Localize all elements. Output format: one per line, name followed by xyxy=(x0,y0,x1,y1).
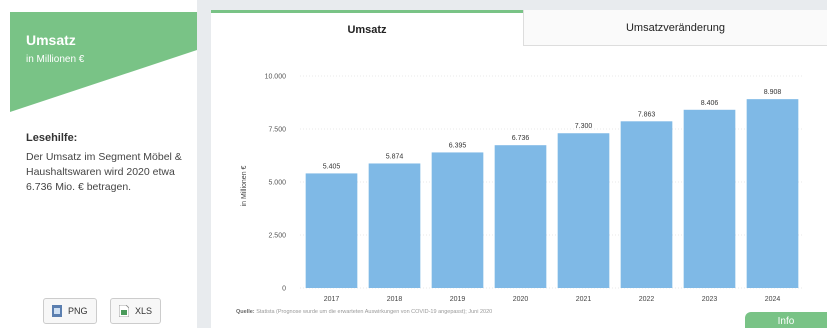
x-tick-label: 2021 xyxy=(576,296,592,303)
y-tick-label: 5.000 xyxy=(268,180,286,187)
xls-file-icon xyxy=(119,305,129,317)
y-tick-label: 0 xyxy=(282,286,286,293)
bar-value-label: 7.300 xyxy=(575,123,593,130)
bar[interactable] xyxy=(431,152,484,288)
download-xls-button[interactable]: XLS xyxy=(110,298,162,324)
x-tick-label: 2017 xyxy=(324,296,340,303)
x-tick-label: 2022 xyxy=(639,296,655,303)
source-note: Quelle: Statista (Prognose wurde um die … xyxy=(236,309,492,315)
source-text: Statista (Prognose wurde um die erwartet… xyxy=(256,309,493,315)
x-tick-label: 2018 xyxy=(387,296,403,303)
x-tick-label: 2024 xyxy=(765,296,781,303)
info-label: Info xyxy=(777,316,795,327)
bar-value-label: 8.908 xyxy=(764,89,782,96)
tab-umsatzveraenderung-label: Umsatzveränderung xyxy=(625,21,726,34)
y-tick-label: 10.000 xyxy=(265,74,287,81)
download-xls-label: XLS xyxy=(135,306,153,316)
y-tick-label: 7.500 xyxy=(268,127,286,134)
source-label: Quelle: xyxy=(236,309,255,315)
bar[interactable] xyxy=(557,133,610,288)
reading-help-title: Lesehilfe: xyxy=(26,132,78,144)
metric-unit: in Millionen € xyxy=(26,54,85,65)
bar-value-label: 6.736 xyxy=(512,135,530,142)
tab-umsatzveraenderung[interactable]: Umsatzveränderung xyxy=(523,10,827,46)
tab-umsatz[interactable]: Umsatz xyxy=(211,10,523,46)
x-tick-label: 2019 xyxy=(450,296,466,303)
bar[interactable] xyxy=(494,145,547,288)
bar-value-label: 7.863 xyxy=(638,111,656,118)
x-tick-label: 2020 xyxy=(513,296,529,303)
bar[interactable] xyxy=(683,109,736,288)
metric-title: Umsatz xyxy=(26,32,76,48)
bar[interactable] xyxy=(746,99,799,289)
bar-value-label: 6.395 xyxy=(449,142,467,149)
bar[interactable] xyxy=(620,121,673,288)
bar[interactable] xyxy=(305,173,358,288)
download-png-label: PNG xyxy=(68,306,88,316)
bar-value-label: 5.405 xyxy=(323,163,341,170)
reading-help-text: Der Umsatz im Segment Möbel & Haushaltsw… xyxy=(26,151,182,193)
x-tick-label: 2023 xyxy=(702,296,718,303)
y-axis-label: in Millionen € xyxy=(241,165,248,206)
y-tick-label: 2.500 xyxy=(268,233,286,240)
download-png-button[interactable]: PNG xyxy=(43,298,97,324)
info-button[interactable]: Info xyxy=(745,312,827,328)
bar[interactable] xyxy=(368,163,421,288)
bar-chart: 0 2.500 5.000 7.500 10.000 5.405 2017 5.874 201… xyxy=(241,74,804,303)
tab-umsatz-label: Umsatz xyxy=(347,23,387,36)
png-file-icon xyxy=(52,305,62,317)
bar-value-label: 5.874 xyxy=(386,153,404,160)
bar-value-label: 8.406 xyxy=(701,100,719,107)
